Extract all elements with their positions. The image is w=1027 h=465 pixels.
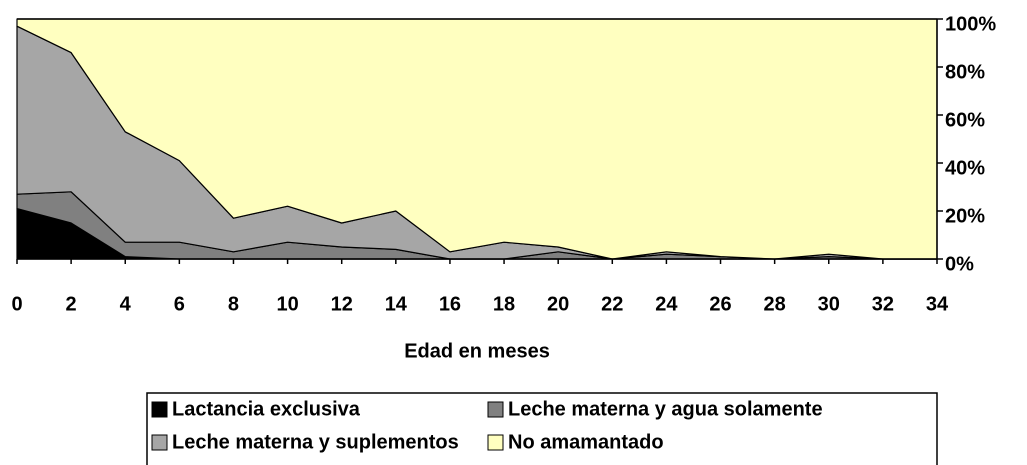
x-tick-label: 10 — [276, 293, 298, 315]
x-tick-label: 34 — [926, 293, 949, 315]
y-tick-label: 40% — [945, 157, 985, 179]
x-tick-label: 8 — [228, 293, 239, 315]
x-axis-title: Edad en meses — [404, 340, 550, 362]
x-tick-label: 12 — [331, 293, 353, 315]
x-tick-label: 32 — [872, 293, 894, 315]
legend-label: Lactancia exclusiva — [172, 398, 361, 420]
x-tick-label: 28 — [764, 293, 786, 315]
legend-swatch — [151, 401, 168, 418]
legend-swatch — [151, 434, 168, 451]
y-tick-label: 80% — [945, 61, 985, 83]
x-tick-label: 18 — [493, 293, 515, 315]
x-tick-label: 22 — [601, 293, 623, 315]
legend-swatch — [487, 434, 504, 451]
legend-box — [146, 392, 938, 465]
x-tick-label: 6 — [174, 293, 185, 315]
x-tick-label: 20 — [547, 293, 569, 315]
y-tick-label: 100% — [945, 13, 996, 35]
legend-label: Leche materna y agua solamente — [508, 398, 823, 420]
x-tick-label: 0 — [11, 293, 22, 315]
y-tick-label: 0% — [945, 253, 974, 275]
x-tick-label: 24 — [655, 293, 678, 315]
legend-label: No amamantado — [508, 431, 664, 453]
y-tick-label: 20% — [945, 205, 985, 227]
x-tick-label: 30 — [818, 293, 840, 315]
x-tick-label: 2 — [66, 293, 77, 315]
legend-swatch — [487, 401, 504, 418]
x-tick-label: 4 — [120, 293, 132, 315]
y-tick-label: 60% — [945, 109, 985, 131]
x-tick-label: 14 — [385, 293, 408, 315]
legend-label: Leche materna y suplementos — [172, 431, 459, 453]
x-tick-label: 16 — [439, 293, 461, 315]
x-tick-label: 26 — [709, 293, 731, 315]
